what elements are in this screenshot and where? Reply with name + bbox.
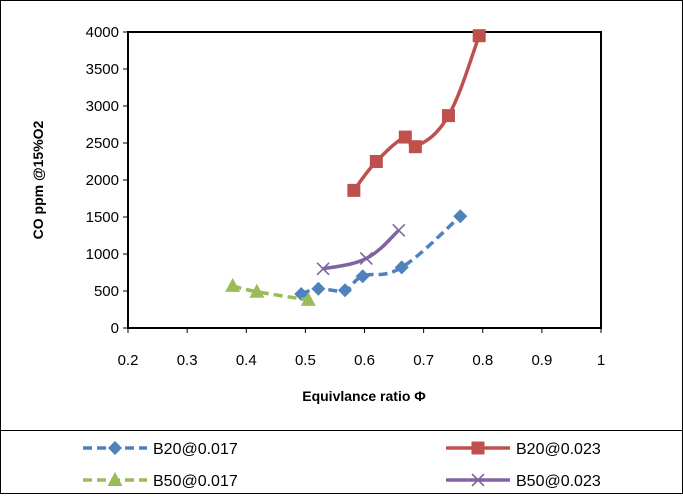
legend-entry: B20@0.017 [83,441,238,458]
data-point [337,283,352,298]
x-tick-label: 0.9 [531,352,552,369]
x-tick-label: 0.4 [236,352,257,369]
legend-label: B20@0.023 [516,441,601,458]
data-point [441,109,455,123]
legend-entry: B20@0.023 [446,441,601,458]
y-axis-label: CO ppm @15%O2 [30,120,46,239]
data-point [294,286,309,301]
x-axis-label: Equivlance ratio Φ [302,388,426,404]
legend-label: B50@0.017 [153,473,238,490]
legend-entry: B50@0.023 [446,473,601,490]
data-point [311,281,326,296]
x-axis-ticks: 0.2 0.3 0.4 0.5 0.6 0.7 0.8 0.9 1 [118,328,605,369]
legend-marker [471,441,485,455]
legend-label: B20@0.017 [153,441,238,458]
series-2 [347,29,486,197]
y-tick-label: 2500 [86,135,119,152]
data-point [355,269,370,284]
legend-label: B50@0.023 [516,473,601,490]
x-tick-label: 0.8 [472,352,493,369]
data-point [225,277,241,292]
legend-marker [471,473,485,487]
x-tick-label: 0.7 [413,352,434,369]
y-tick-label: 2000 [86,172,119,189]
legend-marker [108,441,122,455]
x-tick-label: 0.2 [118,352,139,369]
series-4 [316,223,406,276]
data-point [316,262,330,276]
series-1 [294,209,468,301]
data-point [392,223,406,237]
x-tick-label: 1 [597,352,605,369]
legend: B20@0.017 B20@0.023 B50@0.017 B50@0.023 [83,441,601,490]
data-point [398,130,412,144]
data-point [453,209,468,224]
data-point [408,140,422,154]
legend-marker [107,472,123,486]
legend-entry: B50@0.017 [83,472,238,490]
x-tick-label: 0.6 [354,352,375,369]
y-axis-ticks: 0 500 1000 1500 2000 2500 3000 3500 4000 [86,24,128,337]
data-point [369,155,383,168]
data-point [347,183,361,197]
series-layer [225,29,486,306]
data-point [394,260,409,275]
y-tick-label: 1000 [86,246,119,263]
y-tick-label: 500 [94,283,119,300]
y-tick-label: 0 [111,320,119,337]
data-point [249,283,265,298]
y-tick-label: 4000 [86,24,119,41]
data-point [300,291,316,306]
y-tick-label: 1500 [86,209,119,226]
x-tick-label: 0.3 [177,352,198,369]
y-tick-label: 3500 [86,61,119,78]
data-point [359,251,373,266]
series-3 [225,277,316,306]
x-tick-label: 0.5 [295,352,316,369]
y-tick-label: 3000 [86,98,119,115]
data-point [472,29,486,43]
